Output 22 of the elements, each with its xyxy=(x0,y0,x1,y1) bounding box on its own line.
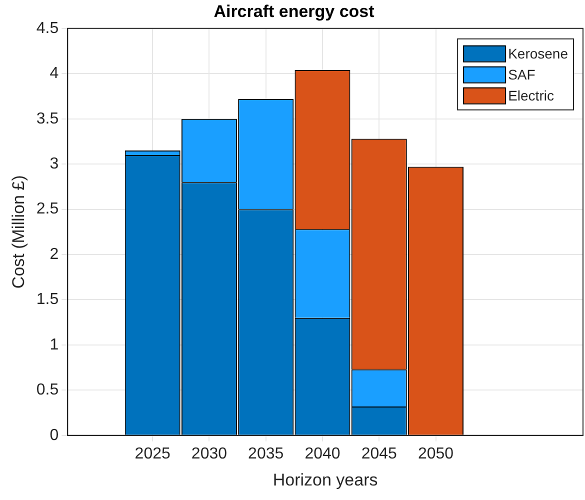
chart-title: Aircraft energy cost xyxy=(214,2,375,21)
y-tick-label: 2 xyxy=(50,246,59,263)
y-tick-label: 4 xyxy=(50,65,59,82)
y-tick-label: 3 xyxy=(50,155,59,172)
y-tick-label: 4.5 xyxy=(36,20,59,37)
x-tick-label: 2050 xyxy=(418,445,454,462)
x-tick-label: 2030 xyxy=(191,445,228,462)
y-tick-label: 2.5 xyxy=(36,200,59,218)
legend-label: Kerosene xyxy=(508,45,568,62)
x-axis-title: Horizon years xyxy=(272,470,378,490)
y-axis-title: Cost (Million £) xyxy=(8,175,28,289)
x-tick-label: 2045 xyxy=(361,445,398,462)
x-tick-label: 2035 xyxy=(248,445,284,462)
legend-label: Electric xyxy=(508,87,554,104)
x-tick-label: 2025 xyxy=(134,445,170,462)
x-tick-label: 2040 xyxy=(304,445,340,462)
y-tick-label: 3.5 xyxy=(36,110,59,128)
y-tick-label: 1.5 xyxy=(36,291,59,308)
legend-label: SAF xyxy=(508,66,536,82)
y-tick-label: 0.5 xyxy=(36,382,59,399)
y-tick-label: 0 xyxy=(50,426,59,444)
y-tick-label: 1 xyxy=(50,336,59,354)
